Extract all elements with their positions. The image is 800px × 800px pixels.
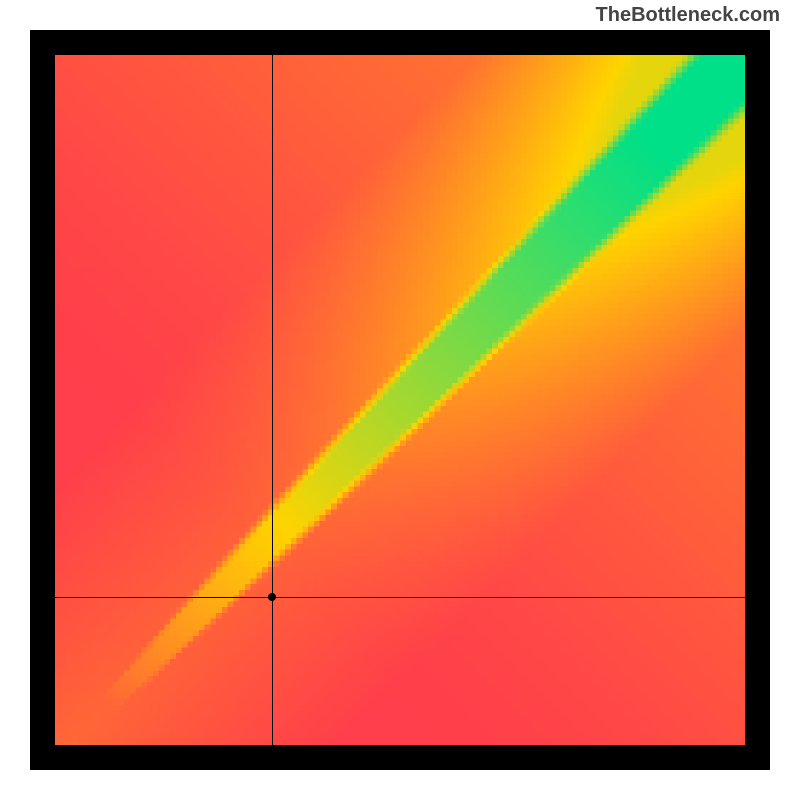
chart-container: TheBottleneck.com	[0, 0, 800, 800]
marker-dot	[268, 593, 276, 601]
crosshair-horizontal	[55, 597, 745, 598]
heatmap-canvas	[55, 55, 745, 745]
crosshair-vertical	[272, 55, 273, 745]
chart-frame	[30, 30, 770, 770]
watermark-text: TheBottleneck.com	[596, 4, 780, 27]
